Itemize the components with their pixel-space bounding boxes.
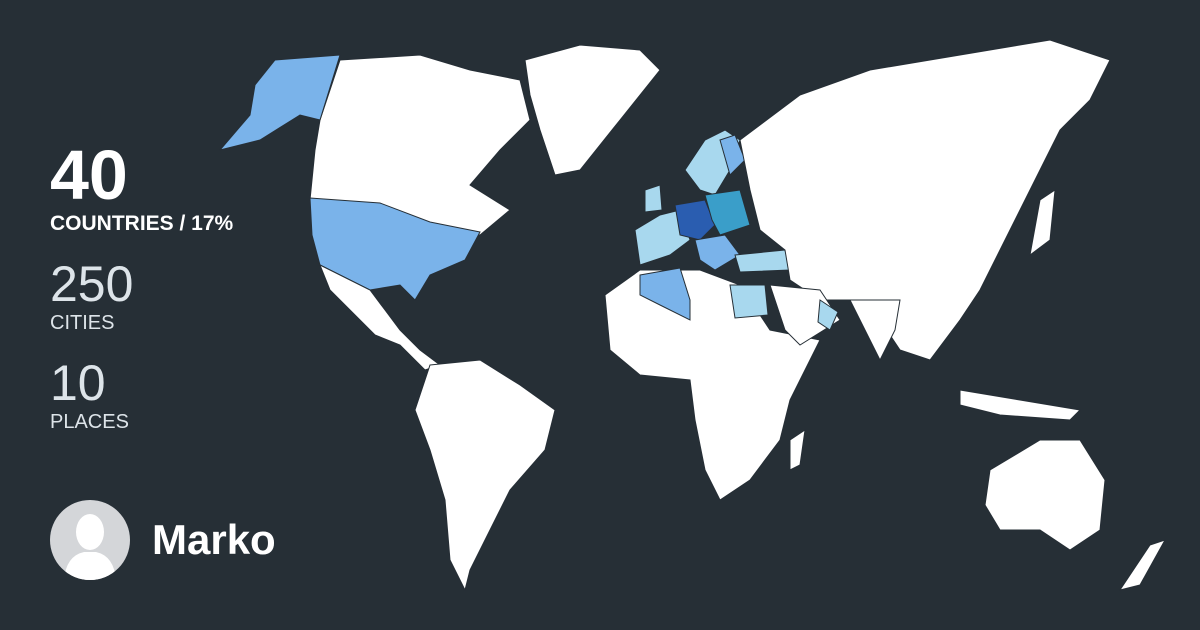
- cities-label: CITIES: [50, 312, 115, 334]
- places-label: PLACES: [50, 411, 129, 433]
- egypt[interactable]: [729, 284, 769, 319]
- australia[interactable]: [984, 439, 1106, 551]
- indonesia[interactable]: [959, 389, 1082, 421]
- countries-label: COUNTRIES / 17%: [50, 212, 234, 235]
- user-name: Marko: [152, 516, 276, 563]
- turkey[interactable]: [734, 249, 791, 273]
- madagascar[interactable]: [789, 428, 806, 471]
- south-america[interactable]: [414, 359, 556, 592]
- central-europe[interactable]: [674, 199, 716, 241]
- countries-count: 40: [50, 136, 128, 214]
- india[interactable]: [849, 299, 901, 362]
- asia[interactable]: [739, 39, 1111, 361]
- uk[interactable]: [644, 184, 663, 213]
- new-zealand[interactable]: [1118, 539, 1167, 591]
- avatar[interactable]: [50, 500, 130, 580]
- user-silhouette-icon: [64, 514, 116, 580]
- arabia[interactable]: [769, 284, 841, 346]
- balkans[interactable]: [694, 234, 741, 271]
- eastern-europe[interactable]: [704, 189, 751, 236]
- user-profile[interactable]: Marko: [50, 500, 276, 580]
- travel-stats: 40 COUNTRIES / 17% 250 CITIES 10 PLACES: [50, 138, 233, 434]
- oman[interactable]: [817, 299, 839, 331]
- cities-count: 250: [50, 256, 134, 312]
- greenland[interactable]: [524, 44, 661, 176]
- places-count: 10: [50, 355, 106, 411]
- alaska[interactable]: [218, 54, 341, 151]
- canada[interactable]: [309, 54, 531, 236]
- algeria[interactable]: [639, 267, 691, 321]
- japan[interactable]: [1029, 188, 1056, 257]
- western-europe[interactable]: [634, 209, 691, 266]
- africa[interactable]: [604, 269, 821, 501]
